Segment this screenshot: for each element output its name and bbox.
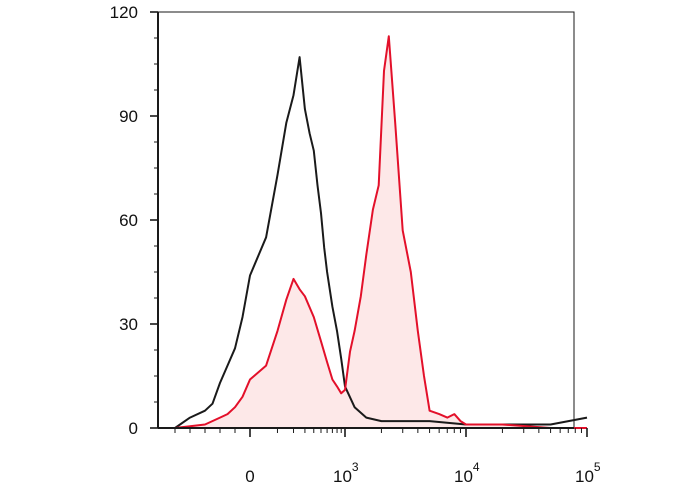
- series-1-area: [175, 36, 587, 429]
- x-tick-label: 104: [454, 460, 480, 486]
- y-tick-label: 30: [119, 315, 138, 334]
- x-tick-label: 0: [245, 467, 254, 486]
- y-tick-label: 0: [129, 419, 138, 438]
- x-axis-ticks: 0 103 104 105: [174, 428, 601, 486]
- y-tick-label: 120: [110, 3, 138, 22]
- x-tick-label: 105: [575, 460, 601, 486]
- y-tick-label: 60: [119, 211, 138, 230]
- series-lines: [174, 35, 588, 429]
- series-1-line: [174, 35, 587, 429]
- series-fills: [175, 36, 587, 429]
- y-tick-label: 90: [119, 107, 138, 126]
- y-axis-ticks: 0 30 60 90 120: [110, 3, 158, 438]
- series-0-line: [174, 56, 588, 429]
- x-tick-label: 103: [333, 460, 359, 486]
